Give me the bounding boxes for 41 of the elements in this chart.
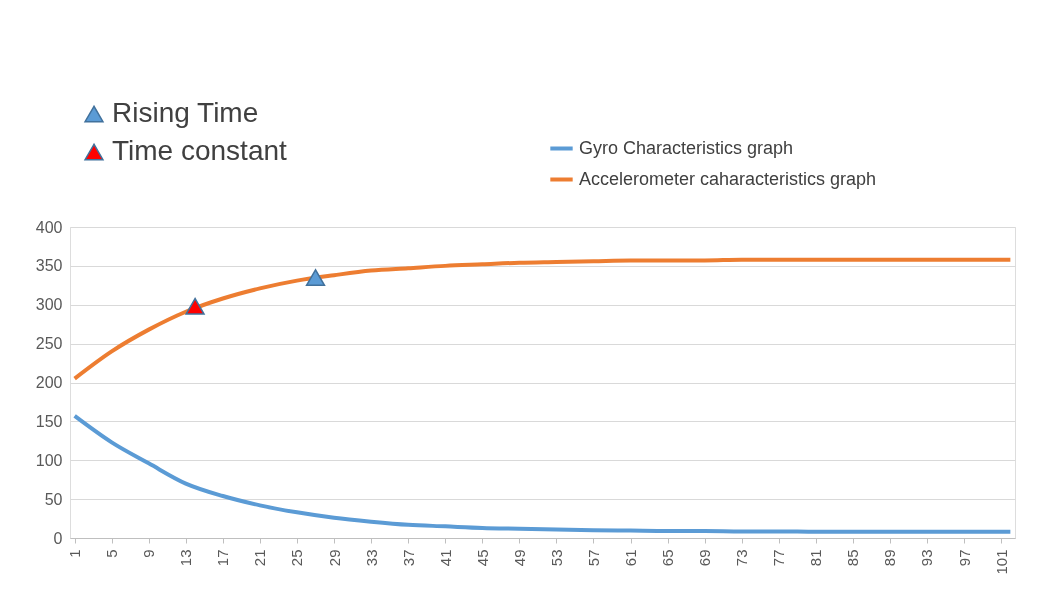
x-tick-label: 1 [66, 549, 84, 558]
line-series [72, 257, 1013, 381]
x-tick-label: 25 [288, 549, 306, 567]
x-tick-label: 73 [733, 549, 751, 567]
legend-label: Accelerometer caharacteristics graph [579, 168, 877, 189]
y-tick-label: 100 [35, 451, 63, 469]
x-tick-label: 49 [510, 549, 528, 567]
x-tick-label: 81 [807, 549, 825, 567]
x-tick-label: 69 [696, 549, 714, 567]
x-tick-label: 13 [177, 549, 195, 567]
x-tick-label: 21 [251, 549, 269, 567]
y-tick-label: 250 [35, 335, 63, 353]
x-tick-label: 65 [659, 549, 677, 567]
y-tick-label: 400 [35, 218, 63, 236]
x-tick-label: 93 [918, 549, 936, 567]
x-tick-label: 53 [547, 549, 565, 567]
x-tick-label: 45 [473, 549, 491, 567]
x-tick-label: 85 [844, 549, 862, 567]
y-tick-label: 200 [35, 374, 63, 391]
y-tick-label: 350 [35, 257, 63, 275]
line-series [72, 413, 1013, 534]
y-tick-label: 300 [35, 296, 63, 314]
legend-label: Rising Time [112, 97, 259, 128]
x-tick-label: 89 [881, 549, 899, 567]
x-tick-label: 41 [436, 549, 454, 567]
x-tick-label: 5 [103, 549, 121, 558]
x-tick-label: 97 [955, 549, 973, 567]
x-tick-label: 57 [584, 549, 602, 567]
x-tick-label: 29 [325, 549, 343, 567]
x-tick-label: 17 [214, 549, 232, 567]
legend-label: Time constant [112, 135, 288, 166]
legend-label: Gyro Characteristics graph [579, 137, 794, 158]
y-tick-label: 50 [44, 490, 63, 508]
x-tick-label: 77 [770, 549, 788, 567]
x-tick-label: 101 [992, 549, 1010, 575]
x-tick-label: 61 [622, 549, 640, 567]
x-tick-label: 37 [399, 549, 417, 567]
y-tick-label: 0 [53, 529, 63, 547]
y-tick-label: 150 [35, 412, 63, 430]
x-tick-label: 9 [140, 549, 158, 558]
x-tick-label: 33 [362, 549, 380, 567]
